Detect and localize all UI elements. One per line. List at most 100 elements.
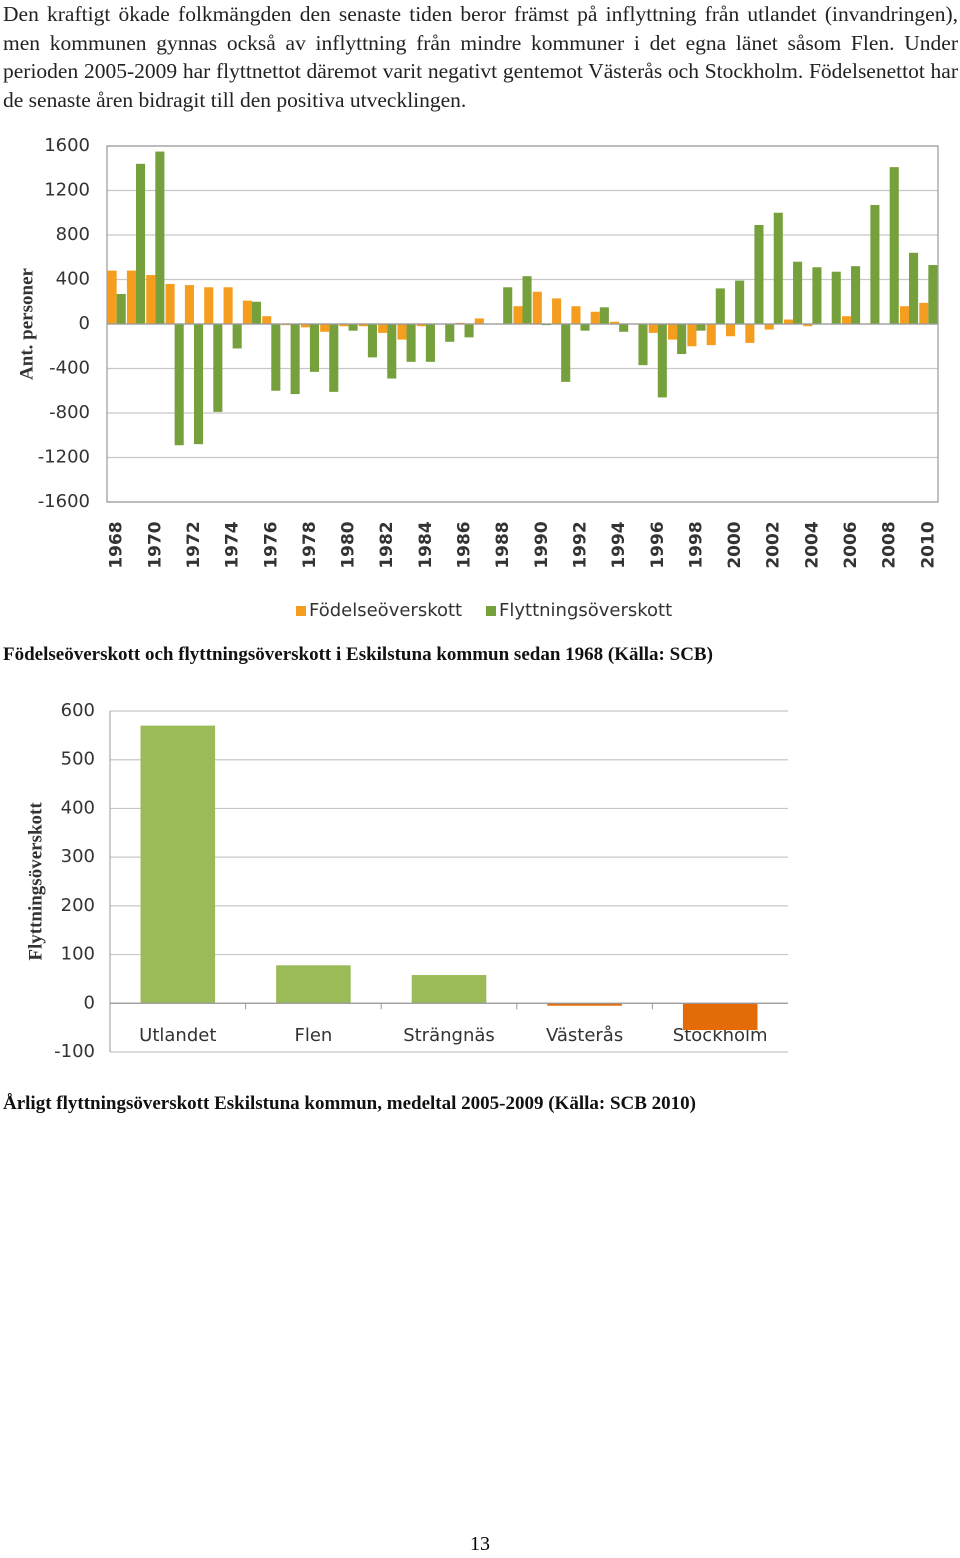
bar [184, 285, 194, 324]
bar [889, 167, 899, 324]
y-axis-label: Ant. personer [16, 268, 37, 380]
x-tick-label: Stockholm [673, 1025, 768, 1046]
page-number: 13 [470, 1533, 490, 1555]
bar [309, 324, 320, 372]
bar [339, 324, 349, 327]
bar [116, 293, 126, 324]
x-tick-label: Flen [294, 1025, 332, 1046]
x-tick-label: 1992 [570, 521, 590, 568]
y-tick-label: -400 [49, 358, 90, 379]
x-tick-label: 2008 [880, 521, 900, 568]
bar [406, 324, 416, 362]
x-tick-label: 2006 [841, 521, 861, 568]
bar [571, 306, 581, 324]
x-tick-label: 1996 [648, 521, 668, 568]
x-tick-label: Strängnäs [403, 1025, 495, 1046]
x-tick-label: 2004 [802, 521, 822, 568]
bar [610, 321, 620, 324]
bar [803, 324, 813, 327]
x-tick-label: 1970 [145, 521, 165, 568]
bar [706, 324, 716, 346]
bar [425, 324, 435, 362]
bar [696, 324, 706, 331]
x-tick-label: 1988 [493, 521, 513, 568]
bar [155, 151, 165, 324]
y-tick-label: 1600 [44, 135, 90, 156]
bar [126, 270, 136, 324]
bar [165, 283, 175, 324]
bar [416, 324, 426, 327]
y-tick-label: 400 [61, 797, 95, 818]
bar [213, 324, 223, 412]
x-tick-label: Utlandet [139, 1025, 216, 1046]
y-tick-label: 1200 [44, 180, 90, 201]
caption: Årligt flyttningsöverskott Eskilstuna ko… [3, 1093, 696, 1114]
legend-label: Födelseöverskott [309, 600, 462, 621]
bar [657, 324, 667, 398]
bar [754, 224, 764, 324]
y-tick-label: -1600 [38, 491, 90, 512]
bar [648, 324, 658, 333]
x-tick-label: 1986 [455, 521, 475, 568]
bar [242, 300, 252, 324]
bar [358, 324, 368, 327]
bar [174, 324, 184, 446]
bar [262, 316, 272, 324]
bar [290, 324, 300, 395]
y-tick-label: 200 [61, 895, 95, 916]
bar [532, 291, 542, 324]
bar [348, 324, 358, 331]
x-tick-label: 2002 [764, 521, 784, 568]
y-tick-label: 400 [56, 269, 90, 290]
bar [764, 324, 774, 330]
legend-swatch [486, 606, 496, 616]
bar [329, 324, 339, 392]
x-tick-label: 1976 [261, 521, 281, 568]
bar [793, 261, 803, 324]
bar [474, 318, 484, 324]
x-tick-label: 1968 [107, 521, 127, 568]
bar [561, 324, 571, 382]
x-tick-label: 1980 [339, 521, 359, 568]
bar [193, 324, 204, 445]
bar [687, 324, 697, 347]
bar [271, 324, 281, 391]
bar [928, 265, 938, 324]
bar [619, 324, 629, 332]
bar [552, 298, 562, 324]
y-tick-label: 100 [61, 944, 95, 965]
bar [547, 1003, 622, 1006]
y-tick-label: 500 [61, 749, 95, 770]
y-tick-label: 0 [84, 992, 95, 1013]
x-tick-label: 1994 [609, 521, 629, 568]
y-tick-label: -800 [49, 402, 90, 423]
bar [397, 324, 407, 340]
bar [580, 324, 590, 331]
y-tick-label: -1200 [38, 447, 90, 468]
bar [464, 324, 474, 338]
y-tick-label: 600 [61, 700, 95, 721]
x-tick-label: 2000 [725, 521, 745, 568]
bar [503, 287, 513, 324]
bar [107, 270, 117, 324]
bar [232, 324, 242, 349]
bar [851, 266, 861, 324]
x-tick-label: 1972 [184, 521, 204, 568]
x-tick-label: Västerås [546, 1025, 623, 1046]
bar [812, 267, 822, 324]
x-tick-label: 1984 [416, 521, 436, 568]
bar [909, 252, 919, 324]
bar [899, 306, 910, 324]
bar [522, 276, 532, 324]
bar [445, 324, 455, 342]
bar [135, 163, 146, 324]
bar [367, 324, 377, 358]
y-tick-label: 300 [61, 846, 95, 867]
y-tick-label: 0 [79, 313, 90, 334]
bar [411, 975, 487, 1004]
bar [599, 307, 609, 324]
caption: Födelseöverskott och flyttningsöverskott… [3, 644, 713, 665]
x-tick-label: 1998 [686, 521, 706, 568]
